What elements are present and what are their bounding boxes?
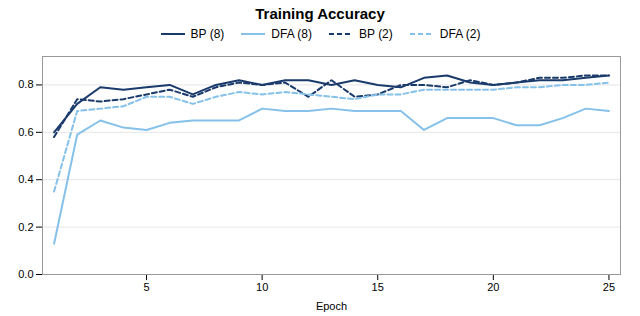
svg-text:0.2: 0.2: [18, 221, 33, 233]
html-text:BP (8): BP (8): [190, 27, 225, 41]
html-text:DFA (2): DFA (2): [439, 27, 481, 41]
svg-text:20: 20: [487, 281, 499, 293]
svg-text:5: 5: [143, 281, 149, 293]
html-text:Training Accuracy: Training Accuracy: [255, 5, 385, 22]
svg-text:Epoch: Epoch: [316, 300, 347, 312]
svg-text:15: 15: [372, 281, 384, 293]
svg-text:25: 25: [603, 281, 615, 293]
svg-text:0.0: 0.0: [18, 268, 33, 280]
svg-text:10: 10: [256, 281, 268, 293]
svg-text:0.4: 0.4: [18, 173, 33, 185]
html-text:BP (2): BP (2): [359, 27, 393, 41]
html-text:DFA (8): DFA (8): [271, 27, 312, 41]
svg-text:0.6: 0.6: [18, 126, 33, 138]
svg-text:0.8: 0.8: [18, 78, 33, 90]
